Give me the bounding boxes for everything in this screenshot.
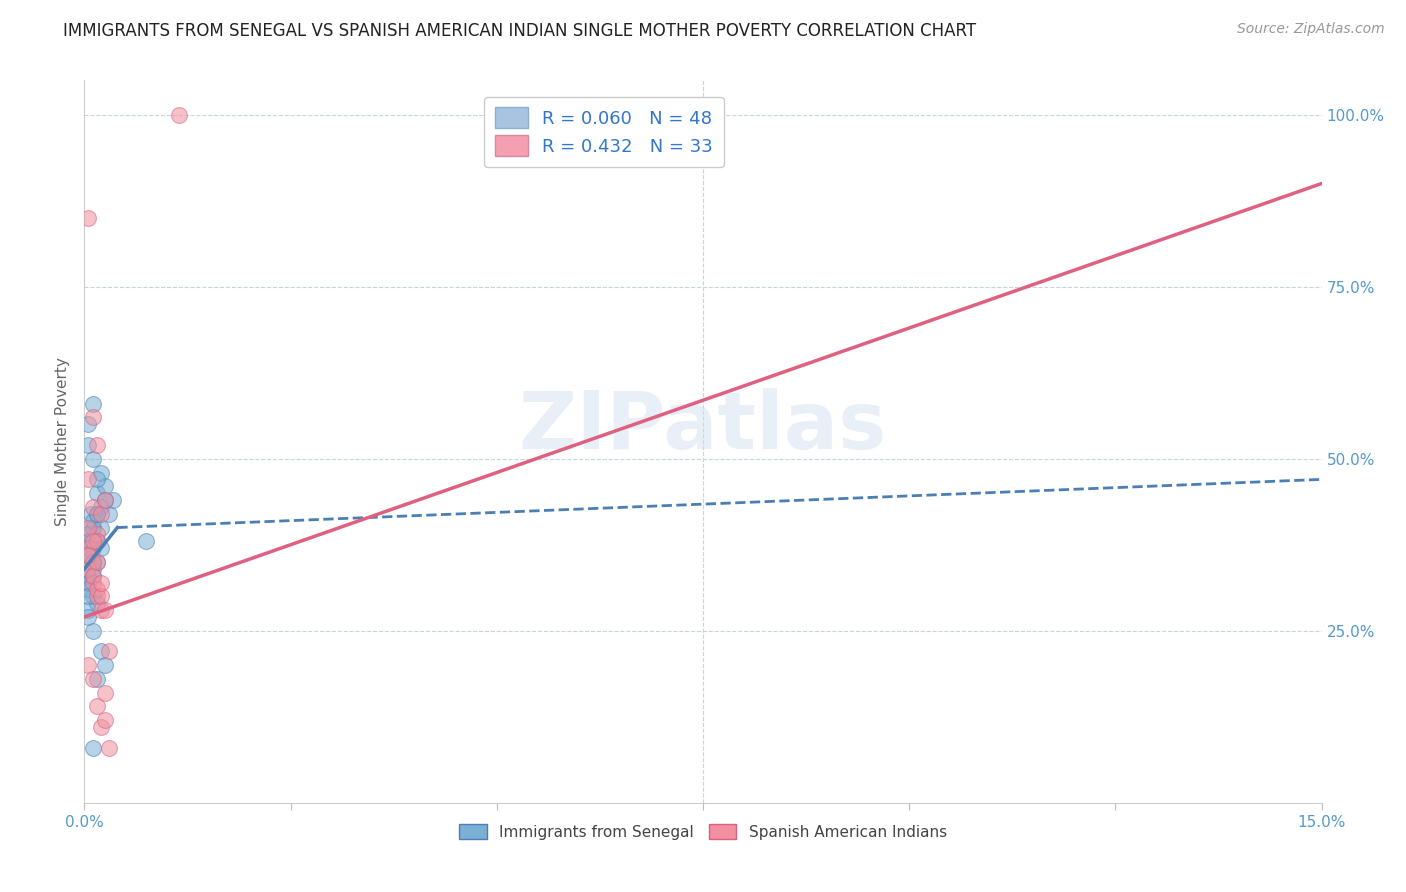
Point — [77, 211, 100, 225]
Point — [86, 472, 108, 486]
Legend: Immigrants from Senegal, Spanish American Indians: Immigrants from Senegal, Spanish America… — [453, 818, 953, 846]
Point — [82, 590, 104, 604]
Point — [86, 555, 108, 569]
Point — [77, 520, 100, 534]
Point — [77, 548, 100, 562]
Text: IMMIGRANTS FROM SENEGAL VS SPANISH AMERICAN INDIAN SINGLE MOTHER POVERTY CORRELA: IMMIGRANTS FROM SENEGAL VS SPANISH AMERI… — [63, 22, 976, 40]
Point — [90, 520, 112, 534]
Point — [86, 507, 108, 521]
Point — [82, 562, 104, 576]
Point — [82, 500, 104, 514]
Point — [90, 507, 112, 521]
Point — [86, 438, 108, 452]
Point — [77, 610, 100, 624]
Point — [82, 575, 104, 590]
Point — [77, 603, 100, 617]
Point — [86, 699, 108, 714]
Point — [77, 658, 100, 673]
Point — [77, 562, 100, 576]
Point — [94, 603, 117, 617]
Point — [77, 548, 100, 562]
Point — [90, 603, 112, 617]
Point — [82, 520, 104, 534]
Point — [82, 672, 104, 686]
Point — [94, 686, 117, 700]
Point — [77, 417, 100, 432]
Point — [86, 534, 108, 549]
Point — [103, 493, 125, 508]
Point — [77, 590, 100, 604]
Point — [77, 568, 100, 582]
Point — [82, 624, 104, 638]
Point — [77, 534, 100, 549]
Point — [94, 493, 117, 508]
Point — [94, 658, 117, 673]
Point — [86, 596, 108, 610]
Point — [167, 108, 190, 122]
Point — [86, 582, 108, 597]
Y-axis label: Single Mother Poverty: Single Mother Poverty — [55, 357, 70, 526]
Point — [82, 555, 104, 569]
Point — [77, 548, 100, 562]
Point — [82, 568, 104, 582]
Point — [90, 644, 112, 658]
Point — [80, 507, 103, 521]
Point — [82, 534, 104, 549]
Point — [86, 534, 108, 549]
Point — [82, 514, 104, 528]
Point — [82, 555, 104, 569]
Point — [90, 590, 112, 604]
Text: Source: ZipAtlas.com: Source: ZipAtlas.com — [1237, 22, 1385, 37]
Point — [77, 541, 100, 556]
Point — [90, 720, 112, 734]
Point — [86, 486, 108, 500]
Point — [135, 534, 157, 549]
Point — [90, 575, 112, 590]
Point — [82, 555, 104, 569]
Point — [77, 472, 100, 486]
Point — [77, 575, 100, 590]
Point — [77, 527, 100, 541]
Point — [86, 672, 108, 686]
Point — [98, 740, 121, 755]
Point — [86, 534, 108, 549]
Point — [77, 534, 100, 549]
Point — [77, 582, 100, 597]
Point — [82, 520, 104, 534]
Point — [90, 500, 112, 514]
Point — [82, 541, 104, 556]
Point — [90, 466, 112, 480]
Point — [77, 575, 100, 590]
Point — [94, 713, 117, 727]
Point — [90, 541, 112, 556]
Point — [94, 479, 117, 493]
Point — [86, 507, 108, 521]
Point — [77, 438, 100, 452]
Text: ZIPatlas: ZIPatlas — [519, 388, 887, 467]
Point — [82, 397, 104, 411]
Point — [86, 527, 108, 541]
Point — [82, 451, 104, 466]
Point — [98, 644, 121, 658]
Point — [94, 493, 117, 508]
Point — [86, 555, 108, 569]
Point — [82, 568, 104, 582]
Point — [98, 507, 121, 521]
Point — [86, 590, 108, 604]
Point — [82, 740, 104, 755]
Point — [82, 410, 104, 425]
